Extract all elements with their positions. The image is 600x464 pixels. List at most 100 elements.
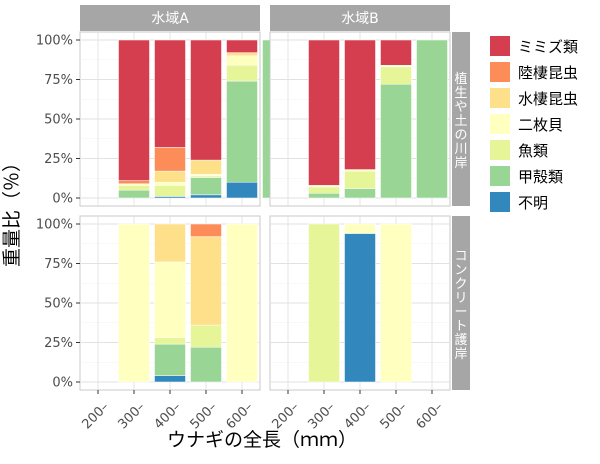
bar-segment: [118, 39, 150, 181]
bar-segment: [226, 52, 258, 57]
y-tick-label: 75%: [44, 73, 73, 88]
bar-segment: [226, 181, 258, 199]
legend-item: 水棲昆虫: [490, 88, 578, 108]
row-strip-label-char: ー: [454, 305, 467, 320]
bar-segment: [190, 346, 222, 383]
y-tick-label: 50%: [44, 113, 73, 128]
bar-segment: [190, 194, 222, 199]
row-strip-label-char: 護: [454, 332, 467, 348]
legend-item: 甲殻類: [490, 166, 563, 186]
bar-segment: [154, 170, 186, 183]
bar-segment: [308, 223, 340, 383]
y-axis-title: 重量比（％）: [1, 153, 23, 267]
legend-swatch: [490, 36, 510, 56]
bar-segment: [190, 324, 222, 348]
row-strip-label-char: ト: [454, 319, 467, 334]
x-tick-label: 200–: [79, 400, 112, 433]
bar-segment: [154, 147, 186, 172]
bar-segment: [154, 223, 186, 263]
x-tick-label: 400–: [151, 400, 184, 433]
y-tick-label: 50%: [44, 297, 73, 312]
legend-label: 甲殻類: [518, 168, 563, 186]
bar-segment: [308, 193, 340, 199]
panel-1-1: [269, 215, 451, 391]
column-strip-background: [270, 5, 450, 31]
bar-segment: [380, 223, 412, 383]
x-axis-title: ウナギの全長（ｍｍ）: [167, 429, 357, 451]
legend-item: ミミズ類: [490, 36, 578, 56]
row-strip-background: [452, 216, 470, 390]
bar-segment: [190, 236, 222, 326]
bar-segment: [344, 170, 376, 189]
bar-segment: [226, 65, 258, 82]
x-tick-label: 600–: [413, 400, 446, 433]
row-strip-label-char: 生: [454, 86, 467, 101]
x-tick-label: 400–: [341, 400, 374, 433]
legend-label: 不明: [518, 194, 548, 212]
bar-segment: [190, 39, 222, 161]
bar-segment: [154, 261, 186, 339]
y-tick-label: 100%: [36, 34, 73, 49]
x-tick-label: 500–: [377, 400, 410, 433]
column-strip-background: [80, 5, 260, 31]
legend-label: 陸棲昆虫: [518, 64, 578, 82]
row-strip-label-char: リ: [454, 291, 467, 306]
x-tick-label: 600–: [223, 400, 256, 433]
panel-0-1: [269, 31, 451, 207]
legend-swatch: [490, 140, 510, 160]
bar-segment: [226, 55, 258, 66]
row-strip-label-char: や: [454, 100, 467, 115]
bar-segment: [190, 159, 222, 175]
legend-item: 魚類: [490, 140, 548, 160]
legend-item: 陸棲昆虫: [490, 62, 578, 82]
row-strip-label-char: ク: [454, 277, 467, 292]
bar-segment: [118, 223, 150, 383]
legend-swatch: [490, 166, 510, 186]
bar-segment: [118, 189, 150, 199]
legend-label: 魚類: [518, 142, 548, 160]
bar-segment: [154, 39, 186, 148]
column-strip-label: 水域B: [341, 11, 379, 27]
legend-label: 水棲昆虫: [518, 90, 578, 108]
bar-segment: [344, 188, 376, 199]
bar-segment: [154, 343, 186, 376]
y-tick-label: 75%: [44, 257, 73, 272]
row-strip-label-char: 植: [454, 72, 467, 87]
bar-segment: [308, 39, 340, 186]
bar-segment: [154, 185, 186, 197]
row-strip-label-char: の: [454, 128, 467, 143]
bar-segment: [154, 181, 186, 186]
legend-swatch: [490, 192, 510, 212]
y-tick-label: 0%: [52, 192, 73, 207]
legend-swatch: [490, 62, 510, 82]
x-tick-label: 200–: [269, 400, 302, 433]
legend-label: 二枚貝: [518, 116, 563, 134]
y-tick-label: 0%: [52, 376, 73, 391]
legend-swatch: [490, 114, 510, 134]
bar-segment: [226, 39, 258, 53]
x-tick-label: 500–: [187, 400, 220, 433]
x-tick-label: 300–: [305, 400, 338, 433]
legend-label: ミミズ類: [518, 38, 578, 56]
x-tick-label: 300–: [115, 400, 148, 433]
y-tick-label: 25%: [44, 152, 73, 167]
panels-layer: [79, 31, 451, 391]
y-tick-label: 25%: [44, 336, 73, 351]
row-strip-label-char: 土: [454, 114, 467, 129]
bar-segment: [226, 223, 258, 383]
bar-segment: [344, 223, 376, 234]
row-strip-label-char: ン: [454, 263, 467, 278]
row-strip-label-char: コ: [454, 249, 467, 264]
legend-item: 不明: [490, 192, 548, 212]
panel-1-0: [79, 215, 261, 391]
bar-segment: [154, 375, 186, 383]
bar-segment: [380, 66, 412, 85]
row-strip-label-char: 岸: [454, 347, 467, 362]
bar-segment: [416, 39, 448, 199]
bar-segment: [118, 180, 150, 185]
bar-segment: [380, 83, 412, 199]
bar-segment: [380, 39, 412, 66]
